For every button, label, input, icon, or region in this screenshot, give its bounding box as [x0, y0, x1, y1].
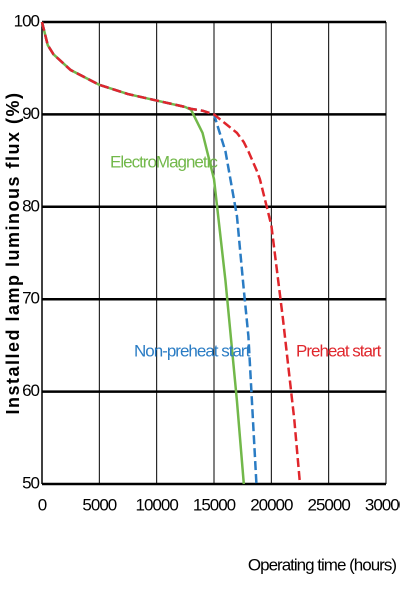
x-tick-label: 25000 [308, 495, 351, 514]
series-annotation: ElectroMagnetic [110, 152, 218, 171]
line-series [40, 21, 258, 485]
y-tick-label: 70 [22, 289, 39, 308]
x-tick-label: 30000 [365, 495, 400, 514]
series-annotation: Non-preheat start [134, 341, 251, 360]
y-tick-label: 60 [22, 381, 39, 400]
x-tick-label: 0 [38, 495, 47, 514]
series-annotation: Preheat start [296, 341, 382, 360]
y-tick-label: 100 [14, 11, 40, 30]
y-tick-label: 80 [22, 196, 39, 215]
line-series [40, 21, 302, 485]
x-axis-label: Operating time (hours) [248, 555, 396, 574]
x-tick-label: 5000 [82, 495, 116, 514]
x-tick-label: 20000 [250, 495, 293, 514]
x-tick-label: 15000 [193, 495, 236, 514]
y-tick-label: 50 [22, 473, 39, 492]
y-tick-label: 90 [22, 104, 39, 123]
x-tick-label: 10000 [136, 495, 179, 514]
y-axis-label: Installed lamp luminous flux (%) [3, 91, 23, 414]
